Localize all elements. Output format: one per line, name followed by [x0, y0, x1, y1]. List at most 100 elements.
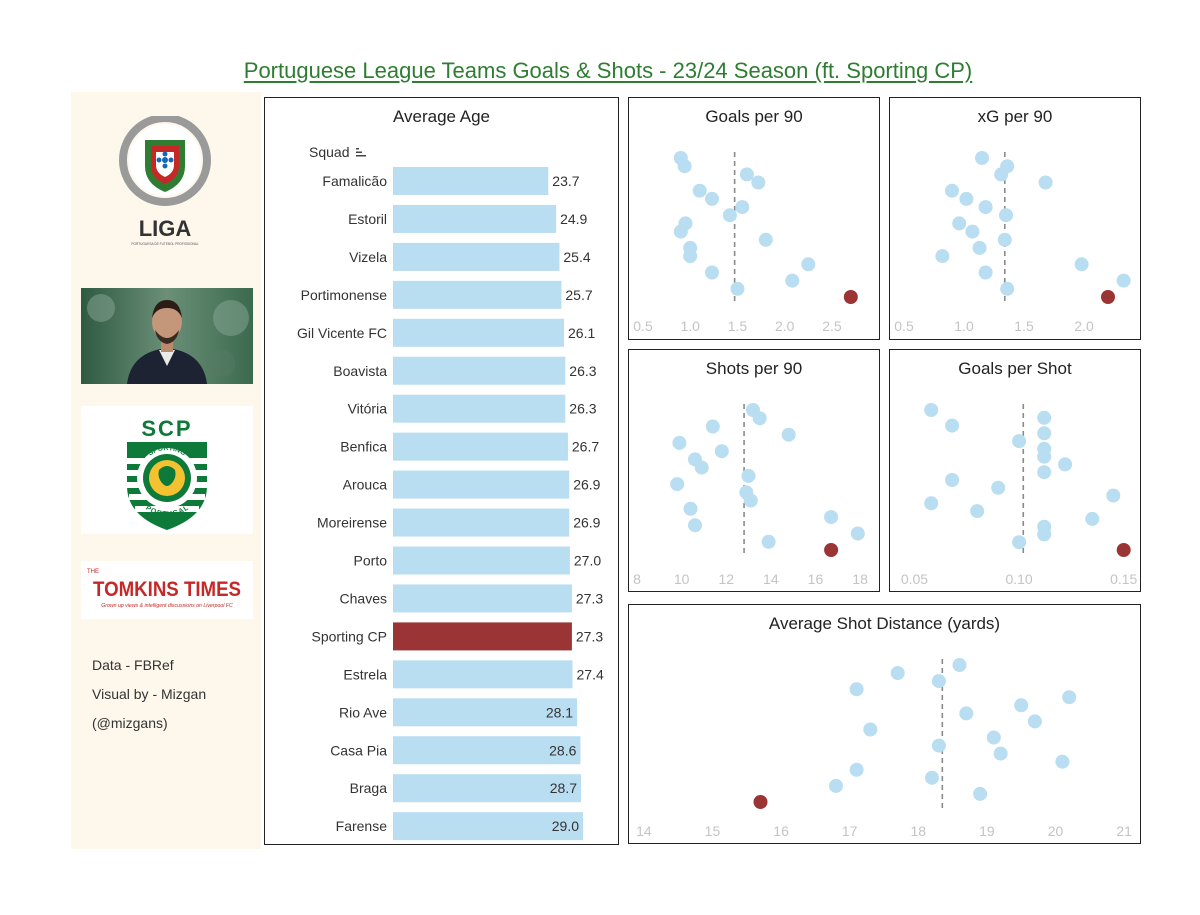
team-point[interactable] — [722, 208, 737, 223]
team-point[interactable] — [1037, 527, 1052, 542]
bar[interactable] — [393, 394, 566, 423]
team-point[interactable] — [1037, 449, 1052, 464]
team-point[interactable] — [924, 496, 939, 511]
sporting-point[interactable] — [824, 543, 839, 557]
bar[interactable] — [393, 432, 568, 461]
team-point[interactable] — [1058, 457, 1073, 472]
team-point[interactable] — [1074, 257, 1089, 272]
team-point[interactable] — [945, 473, 960, 487]
sporting-point[interactable] — [843, 290, 858, 304]
sporting-point[interactable] — [1101, 290, 1115, 304]
team-point[interactable] — [863, 722, 878, 737]
bar[interactable] — [393, 584, 572, 613]
team-point[interactable] — [1116, 273, 1131, 288]
team-point[interactable] — [970, 504, 985, 519]
team-point[interactable] — [973, 786, 988, 801]
team-point[interactable] — [972, 240, 987, 255]
team-point[interactable] — [677, 159, 692, 174]
bar[interactable] — [393, 242, 560, 271]
team-point[interactable] — [761, 534, 776, 549]
bar[interactable] — [393, 736, 581, 765]
team-point[interactable] — [735, 200, 750, 215]
team-point[interactable] — [673, 224, 688, 239]
team-point[interactable] — [752, 411, 767, 426]
team-point[interactable] — [945, 183, 959, 198]
sort-descending-icon[interactable] — [355, 146, 367, 158]
team-point[interactable] — [993, 746, 1008, 761]
team-point[interactable] — [850, 526, 865, 541]
team-point[interactable] — [1000, 281, 1015, 296]
team-point[interactable] — [959, 706, 974, 721]
team-point[interactable] — [924, 403, 939, 417]
team-point[interactable] — [751, 175, 766, 190]
bar[interactable] — [393, 508, 570, 537]
squad-header[interactable]: Squad — [309, 144, 367, 160]
team-point[interactable] — [945, 418, 960, 433]
team-point[interactable] — [1106, 488, 1121, 503]
team-point[interactable] — [714, 444, 729, 459]
team-point[interactable] — [672, 435, 687, 450]
team-point[interactable] — [801, 257, 816, 272]
team-point[interactable] — [1038, 175, 1053, 190]
team-point[interactable] — [692, 183, 707, 198]
team-point[interactable] — [781, 427, 796, 442]
team-point[interactable] — [999, 208, 1013, 223]
team-point[interactable] — [683, 501, 698, 516]
team-point[interactable] — [965, 224, 980, 239]
bar[interactable] — [393, 318, 564, 347]
team-point[interactable] — [1037, 410, 1052, 425]
bar[interactable] — [393, 280, 562, 309]
team-point[interactable] — [1037, 426, 1052, 441]
bar[interactable] — [393, 774, 581, 803]
bar-highlight[interactable] — [393, 622, 572, 651]
bar[interactable] — [393, 812, 583, 841]
team-point[interactable] — [743, 493, 758, 508]
bar[interactable] — [393, 698, 578, 727]
team-point[interactable] — [1012, 535, 1027, 550]
team-point[interactable] — [935, 249, 950, 264]
team-point[interactable] — [952, 658, 967, 672]
team-point[interactable] — [739, 167, 754, 182]
team-point[interactable] — [925, 770, 939, 785]
team-point[interactable] — [670, 477, 685, 492]
team-point[interactable] — [758, 232, 773, 247]
team-point[interactable] — [1055, 754, 1070, 769]
team-point[interactable] — [824, 510, 839, 525]
team-point[interactable] — [829, 778, 843, 793]
team-point[interactable] — [890, 666, 905, 681]
team-point[interactable] — [978, 200, 993, 215]
team-point[interactable] — [994, 167, 1009, 182]
team-point[interactable] — [1062, 690, 1077, 705]
team-point[interactable] — [694, 460, 709, 475]
team-point[interactable] — [849, 762, 864, 777]
team-point[interactable] — [705, 419, 720, 434]
bar[interactable] — [393, 470, 570, 499]
team-point[interactable] — [1014, 698, 1029, 713]
team-point[interactable] — [1037, 465, 1052, 480]
team-point[interactable] — [1085, 511, 1100, 526]
team-point[interactable] — [997, 232, 1012, 247]
sporting-point[interactable] — [753, 795, 768, 809]
team-point[interactable] — [975, 151, 989, 165]
team-point[interactable] — [730, 281, 745, 296]
team-point[interactable] — [1012, 434, 1027, 449]
team-point[interactable] — [959, 191, 974, 206]
bar[interactable] — [393, 660, 573, 689]
team-point[interactable] — [705, 265, 719, 280]
sporting-point[interactable] — [1116, 543, 1131, 557]
team-point[interactable] — [849, 682, 864, 697]
team-point[interactable] — [705, 191, 719, 206]
team-point[interactable] — [1027, 714, 1042, 729]
team-point[interactable] — [688, 518, 702, 533]
team-point[interactable] — [931, 738, 946, 753]
team-point[interactable] — [952, 216, 967, 231]
team-point[interactable] — [741, 468, 756, 483]
team-point[interactable] — [683, 249, 698, 264]
team-point[interactable] — [931, 674, 946, 689]
bar[interactable] — [393, 167, 549, 195]
bar[interactable] — [393, 204, 557, 233]
team-point[interactable] — [978, 265, 993, 280]
bar[interactable] — [393, 546, 570, 575]
team-point[interactable] — [785, 273, 800, 288]
bar[interactable] — [393, 356, 566, 385]
